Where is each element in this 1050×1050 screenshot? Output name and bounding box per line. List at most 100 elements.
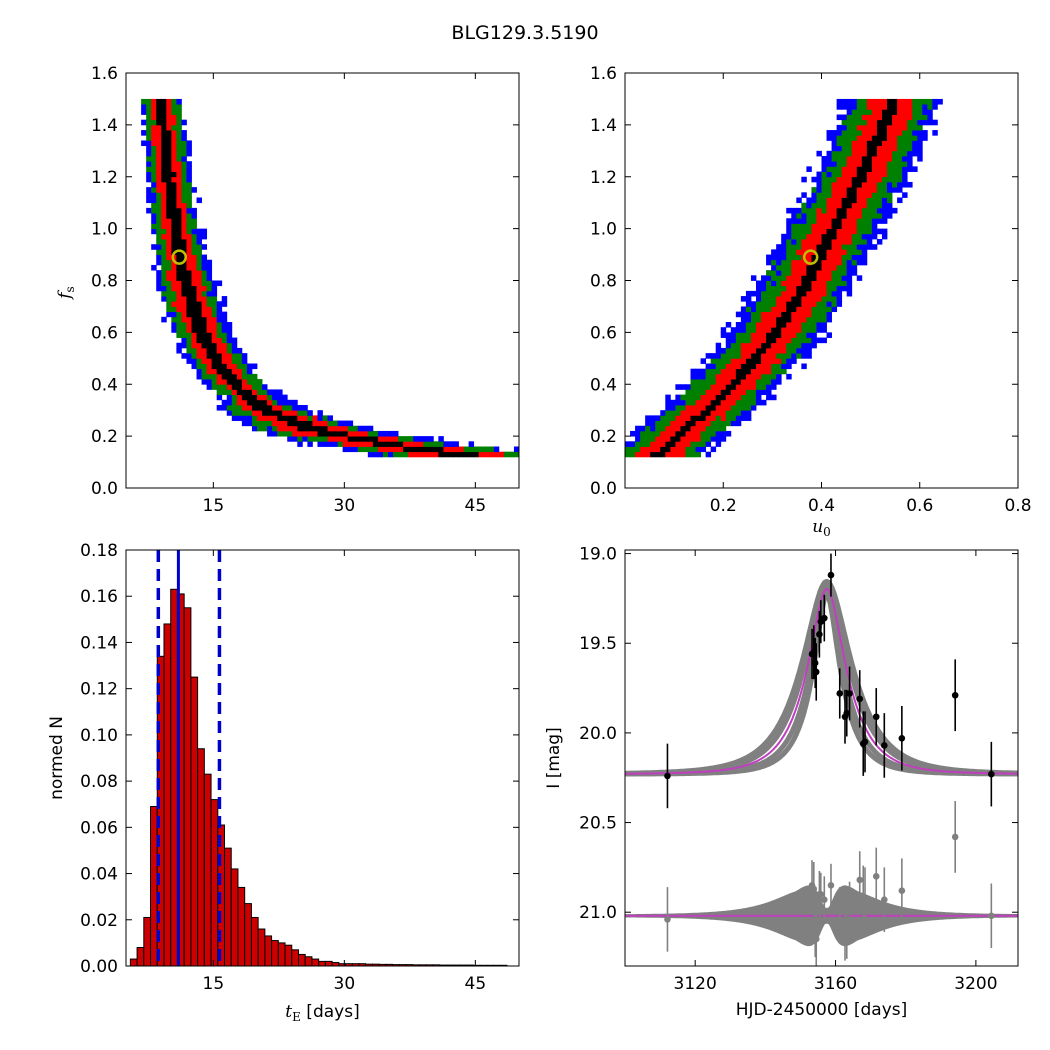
density-cell (241, 420, 248, 427)
data-point (836, 690, 844, 697)
density-cell (307, 441, 313, 447)
density-cell (821, 166, 827, 172)
density-cell (151, 213, 157, 219)
density-cell (781, 311, 787, 318)
density-cell (831, 223, 838, 230)
density-cell (231, 358, 238, 364)
density-cell (262, 394, 268, 401)
density-cell (231, 405, 238, 411)
density-cell (448, 451, 454, 458)
density-cell (761, 290, 767, 297)
density-cell (897, 150, 903, 157)
density-cell (821, 285, 827, 292)
density-cell (831, 181, 838, 188)
density-cell (756, 389, 762, 396)
density-cell (771, 373, 777, 380)
density-cell (861, 124, 868, 131)
density-cell (221, 389, 228, 396)
density-cell (836, 202, 843, 209)
density-cell (665, 420, 671, 427)
density-cell (246, 420, 253, 427)
density-cell (382, 446, 389, 453)
density-cell (791, 290, 797, 297)
density-cell (630, 430, 636, 437)
density-cell (176, 275, 182, 281)
density-cell (851, 254, 858, 261)
density-cell (166, 130, 172, 136)
density-cell (786, 290, 792, 297)
density-cell (902, 181, 908, 188)
density-cell (856, 239, 863, 245)
density-cell (191, 244, 197, 250)
density-cell (866, 150, 873, 157)
density-cell (166, 280, 172, 287)
hist-bar (297, 953, 306, 967)
density-cell (796, 228, 802, 235)
density-cell (766, 337, 772, 344)
density-cell (700, 389, 707, 396)
density-cell (841, 161, 848, 167)
density-cell (761, 358, 767, 364)
density-cell (327, 430, 333, 437)
density-cell (272, 425, 278, 432)
density-cell (171, 135, 177, 141)
density-cell (216, 337, 223, 344)
density-cell (418, 451, 424, 458)
density-cell (866, 192, 873, 198)
density-cell (821, 197, 827, 204)
hist-bar (183, 607, 192, 967)
density-cell (156, 233, 162, 240)
density-cell (166, 166, 172, 172)
density-cell (851, 140, 858, 147)
density-cell (156, 150, 162, 157)
density-cell (186, 275, 192, 281)
density-cell (196, 275, 202, 281)
density-cell (871, 171, 878, 178)
density-cell (806, 249, 812, 255)
density-cell (881, 130, 888, 136)
density-cell (292, 436, 298, 442)
density-cell (146, 130, 152, 136)
density-cell (846, 270, 853, 276)
density-cell (156, 109, 162, 115)
density-cell (806, 207, 812, 214)
density-cell (750, 353, 757, 359)
density-cell (776, 259, 782, 266)
density-cell (221, 311, 228, 318)
density-cell (367, 441, 374, 447)
density-cell (398, 436, 404, 442)
density-cell (851, 124, 858, 131)
density-cell (342, 446, 349, 453)
density-cell (771, 337, 777, 344)
density-cell (821, 254, 827, 261)
density-cell (922, 135, 928, 141)
density-cell (161, 259, 167, 266)
data-point (843, 709, 851, 717)
density-cell (791, 296, 797, 302)
residual-point (664, 916, 671, 923)
y-tick-label: 1.4 (91, 116, 118, 136)
density-cell (287, 410, 293, 416)
density-cell (680, 405, 686, 411)
density-cell (221, 358, 228, 364)
density-cell (352, 441, 359, 447)
density-cell (831, 176, 838, 183)
density-cell (881, 207, 888, 214)
density-cell (715, 342, 722, 349)
density-cell (146, 140, 152, 147)
density-cell (660, 446, 666, 453)
density-cell (851, 197, 858, 204)
density-cell (382, 436, 389, 442)
density-cell (372, 451, 379, 458)
density-cell (871, 109, 878, 115)
density-cell (267, 389, 273, 396)
density-cell (730, 420, 737, 427)
density-cell (191, 259, 197, 266)
density-cell (141, 104, 147, 110)
density-cell (866, 171, 873, 178)
x-tick-label: 0.6 (906, 496, 933, 516)
density-cell (801, 301, 807, 307)
density-cell (650, 436, 656, 442)
density-cell (897, 124, 903, 131)
density-cell (826, 171, 832, 178)
